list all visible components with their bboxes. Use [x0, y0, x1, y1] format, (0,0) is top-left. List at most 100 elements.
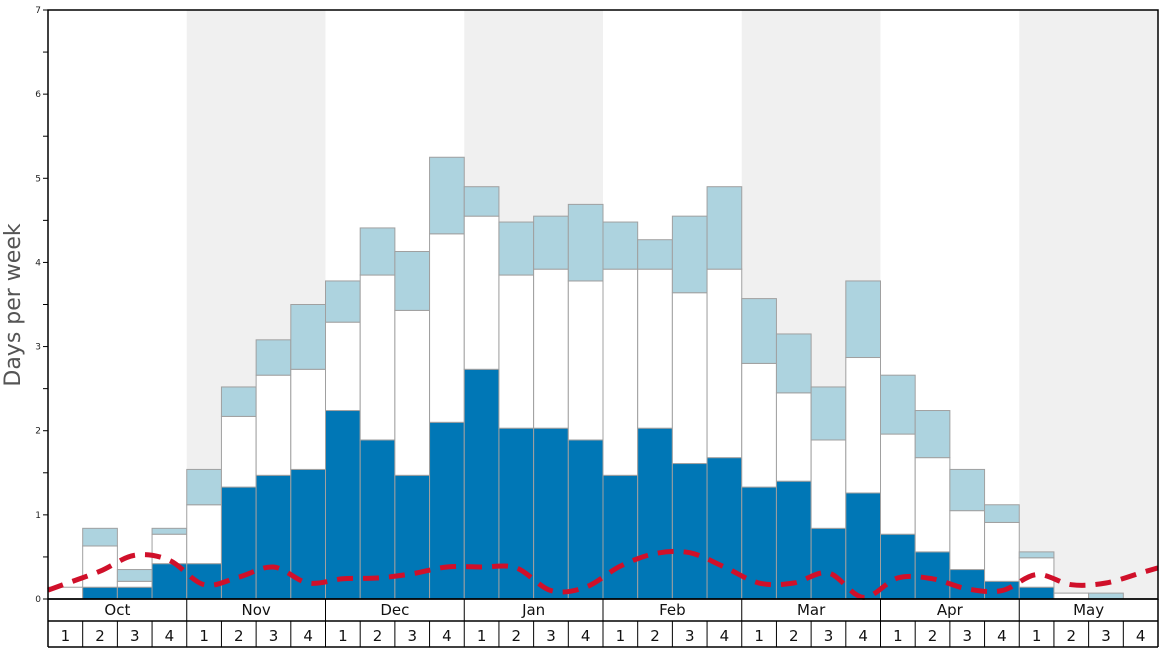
- y-axis-label: Days per week: [1, 223, 26, 386]
- week-label: 3: [269, 627, 279, 645]
- bar-segment: [1019, 587, 1054, 599]
- bar-segment: [499, 222, 534, 275]
- month-label: Mar: [797, 601, 826, 619]
- bar-segment: [534, 216, 569, 269]
- bar-segment: [326, 411, 361, 599]
- month-label: Nov: [241, 601, 270, 619]
- bar-segment: [291, 369, 326, 469]
- bar-segment: [1054, 593, 1089, 599]
- bar-segment: [256, 375, 291, 475]
- bar-segment: [846, 493, 881, 599]
- week-label: 2: [928, 627, 938, 645]
- bar-segment: [985, 522, 1020, 581]
- week-label: 4: [303, 627, 313, 645]
- bar-segment: [152, 528, 187, 534]
- bar-segment: [603, 222, 638, 269]
- bar-segment: [603, 475, 638, 599]
- week-label: 2: [373, 627, 383, 645]
- bar-segment: [881, 434, 916, 534]
- bar-segment: [568, 440, 603, 599]
- bar-segment: [326, 322, 361, 410]
- week-label: 2: [95, 627, 105, 645]
- month-band: [1019, 10, 1158, 599]
- bar-segment: [776, 334, 811, 393]
- week-label: 3: [130, 627, 140, 645]
- bar-segment: [395, 251, 430, 310]
- bar-segment: [846, 281, 881, 358]
- y-tick-label: 7: [35, 6, 41, 16]
- bar-segment: [291, 305, 326, 370]
- week-label: 2: [1067, 627, 1077, 645]
- bar-segment: [430, 234, 465, 422]
- week-label: 2: [789, 627, 799, 645]
- bar-segment: [742, 299, 777, 364]
- bar-segment: [83, 546, 118, 587]
- week-label: 1: [893, 627, 903, 645]
- bar-segment: [811, 440, 846, 528]
- week-label: 3: [1101, 627, 1111, 645]
- week-label: 4: [720, 627, 730, 645]
- bar-segment: [881, 375, 916, 434]
- bar-segment: [1019, 558, 1054, 587]
- bar-segment: [1019, 552, 1054, 558]
- week-label: 2: [234, 627, 244, 645]
- bar-segment: [187, 469, 222, 504]
- bar-segment: [985, 505, 1020, 523]
- bar-segment: [950, 469, 985, 510]
- bar-segment: [707, 269, 742, 457]
- month-label: Feb: [659, 601, 686, 619]
- week-label: 1: [338, 627, 348, 645]
- week-label: 4: [581, 627, 591, 645]
- bar-segment: [950, 511, 985, 570]
- week-label: 3: [546, 627, 556, 645]
- bar-segment: [707, 458, 742, 599]
- bar-segment: [221, 387, 256, 416]
- bar-segment: [638, 428, 673, 599]
- bar-segment: [360, 228, 395, 275]
- week-label: 4: [997, 627, 1007, 645]
- bar-segment: [395, 310, 430, 475]
- bar-segment: [672, 293, 707, 464]
- week-label: 1: [199, 627, 209, 645]
- week-label: 1: [754, 627, 764, 645]
- bar-segment: [776, 393, 811, 481]
- bar-segment: [707, 187, 742, 269]
- y-tick-label: 5: [35, 174, 41, 184]
- week-label: 1: [616, 627, 626, 645]
- bar-segment: [187, 564, 222, 599]
- bar-segment: [811, 387, 846, 440]
- bar-segment: [811, 528, 846, 599]
- y-tick-label: 0: [35, 595, 41, 605]
- month-label: Oct: [104, 601, 130, 619]
- bar-segment: [256, 475, 291, 599]
- bar-segment: [742, 363, 777, 487]
- week-label: 4: [442, 627, 452, 645]
- week-label: 4: [1136, 627, 1146, 645]
- month-label: Jan: [521, 601, 545, 619]
- bar-segment: [117, 570, 152, 582]
- bar-segment: [881, 534, 916, 599]
- bar-segment: [638, 269, 673, 428]
- bar-segment: [117, 581, 152, 587]
- bar-segment: [395, 475, 430, 599]
- y-tick-label: 3: [35, 343, 41, 353]
- bar-segment: [83, 528, 118, 546]
- week-label: 3: [824, 627, 834, 645]
- bar-segment: [430, 422, 465, 599]
- bar-segment: [464, 187, 499, 216]
- bar-segment: [464, 216, 499, 369]
- bar-segment: [1089, 593, 1124, 599]
- month-label: Apr: [937, 601, 964, 619]
- week-label: 1: [1032, 627, 1042, 645]
- bar-segment: [568, 281, 603, 440]
- y-tick-label: 1: [35, 511, 41, 521]
- bar-segment: [83, 587, 118, 599]
- week-label: 4: [165, 627, 175, 645]
- week-label: 2: [650, 627, 660, 645]
- bar-segment: [915, 552, 950, 599]
- bar-segment: [672, 464, 707, 599]
- bar-segment: [534, 428, 569, 599]
- week-label: 4: [858, 627, 868, 645]
